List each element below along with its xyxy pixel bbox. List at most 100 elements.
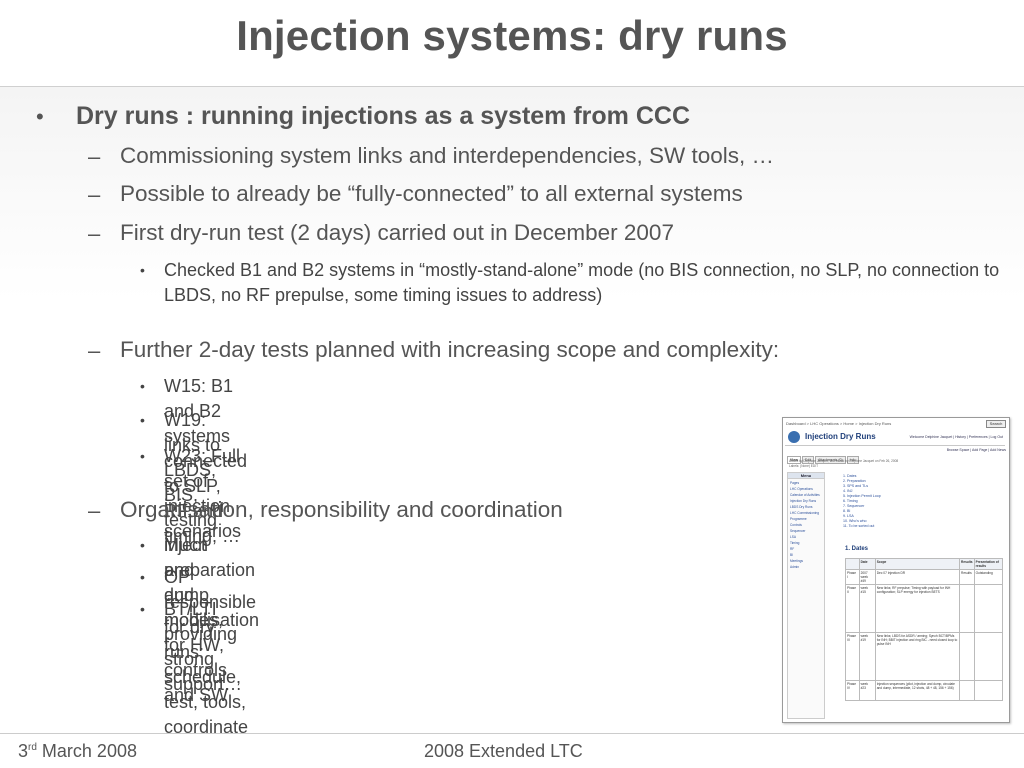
table-cell: week #23 [858,680,876,701]
table-cell: 2007 week #49 [858,569,876,585]
meta-line: Added by Delphine Jacquet, last edited b… [789,459,899,463]
sub-bullet-text: Organisation, responsibility and coordin… [120,497,563,522]
table-cell [959,680,975,701]
user-links: Welcome Delphine Jacquet | History | Pre… [909,435,1003,439]
toc-item: 1. Dates [843,474,857,478]
table-header-cell: Scope [874,558,961,570]
slide-title: Injection systems: dry runs [236,12,788,59]
meta-line: Labels: (None) EDIT [789,463,819,468]
dot-icon: • [140,569,145,585]
footer-divider [0,733,1024,734]
dash-icon: – [88,182,101,207]
side-link: LBDS Dry Runs [790,505,813,509]
dot-icon: • [140,412,145,428]
toc-item: 11. To be sorted out [843,524,875,528]
search-button: Search [986,420,1006,428]
dot-icon: • [140,262,145,278]
bullet-icon: • [36,104,44,129]
sub-bullet-text: Further 2-day tests planned with increas… [120,337,780,362]
table-cell [959,584,975,633]
side-link: Calendar of Activities [790,493,820,497]
footer-date-rest: March 2008 [36,741,137,761]
table-cell: New links; RF prepulse; Timing with payl… [874,584,961,633]
side-link: LSA [790,535,797,539]
side-link: RF [790,547,795,551]
table-cell: Phase II [845,584,860,633]
table-row: Phase III week #19 New links; LBDS for A… [845,632,1004,681]
table-header-row: Date Scope Results Presentation of resul… [845,558,1004,570]
sub-bullet-text: Possible to already be “fully-connected”… [120,181,743,206]
footer-event: 2008 Extended LTC [424,741,583,761]
table-cell: Results [959,569,975,585]
table-cell [973,584,1004,633]
table-header-cell: Results [959,558,975,570]
toc-item: 8. BI [843,509,851,513]
table-cell [973,680,1004,701]
side-link: Admin [790,565,800,569]
side-link: LHC Operations [790,487,813,491]
footer-date-day: 3 [18,741,29,761]
detail-bullet-text: Checked B1 and B2 systems in “mostly-sta… [164,260,1000,305]
table-cell: week #15 [858,584,876,633]
table-cell [959,632,975,681]
table-cell: Injection sequences (pilot, injection an… [874,680,961,701]
main-bullet-text: Dry runs : running injections as a syste… [76,102,691,130]
table-row: Phase I 2007 week #49 Dec 07 Injection D… [845,569,1004,585]
wiki-side-menu: Menu Pages LHC Operations Calendar of Ac… [787,472,825,719]
dates-table: Date Scope Results Presentation of resul… [845,558,1004,701]
toc-item: 4. INJ [843,489,853,493]
table-cell [973,632,1004,681]
side-link: Timing [790,541,800,545]
table-header-cell [845,558,860,570]
dash-icon: – [88,144,101,169]
table-cell: Dec 07 Injection DR [874,569,961,585]
toc-item: 9. LSA [843,514,854,518]
side-link: Controls [790,523,802,527]
detail-bullet-text: W15: B1 and B2 systems connected to SLP,… [164,376,248,546]
tab-attachments: Attachments (0) [814,456,846,464]
detail-bullet-text: BT/LTI providing strong support… [164,599,243,694]
dot-icon: • [140,448,145,464]
toc-item: 3. SPS and TLs [843,484,869,488]
breadcrumb: Dashboard > LHC Operations > Home > Inje… [786,421,892,426]
toc-item: 6. Timing [843,499,858,503]
wiki-screenshot-thumbnail: Dashboard > LHC Operations > Home > Inje… [782,417,1010,723]
space-logo-icon [788,431,800,443]
side-link: LHC Commissioning [790,511,820,515]
tab-info: Info [846,456,859,464]
table-cell: Outstanding [973,569,1004,585]
tab-view: View [787,456,801,464]
wiki-page-title: Injection Dry Runs [805,432,876,441]
toc-item: 10. Who's who [843,519,867,523]
toc-item: 7. Sequencer [843,504,865,508]
table-cell: Phase I [845,569,860,585]
page-metadata: Added by Delphine Jacquet, last edited b… [789,459,898,468]
dot-icon: • [140,537,145,553]
table-header-cell: Presentation of results [973,558,1004,570]
table-header-cell: Date [858,558,876,570]
table-row: Phase II week #15 New links; RF prepulse… [845,584,1004,633]
side-link: Pages [790,481,800,485]
footer-date-suffix: rd [28,742,37,753]
title-divider [0,86,1024,87]
table-cell: Phase IV [845,680,860,701]
section-heading: 1. Dates [845,546,869,552]
dash-icon: – [88,498,101,523]
tab-edit: Edit [801,456,814,464]
side-link: Programme [790,517,807,521]
footer-date: 3rd March 2008 [18,741,137,762]
dash-icon: – [88,221,101,246]
toc-item: 2. Preparation [843,479,866,483]
table-cell: New links; LBDS for ASDR / arming; Synch… [874,632,961,681]
detail-bullet-text: Much preparation and mobilisation for HW… [164,535,260,705]
table-row: Phase IV week #23 Injection sequences (p… [845,680,1004,701]
dot-icon: • [140,378,145,394]
side-link: Meetings [790,559,803,563]
wiki-header: Injection Dry Runs Welcome Delphine Jacq… [785,429,1005,446]
side-link: BI [790,553,794,557]
table-of-contents: 1. Dates 2. Preparation 3. SPS and TLs 4… [843,474,881,529]
detail-bullet-text: OP responsible for dry runs: schedule, t… [164,567,257,737]
page-actions: Browse Space | Add Page | Add News [946,448,1006,452]
table-cell: week #19 [858,632,876,681]
table-cell: Phase III [845,632,860,681]
